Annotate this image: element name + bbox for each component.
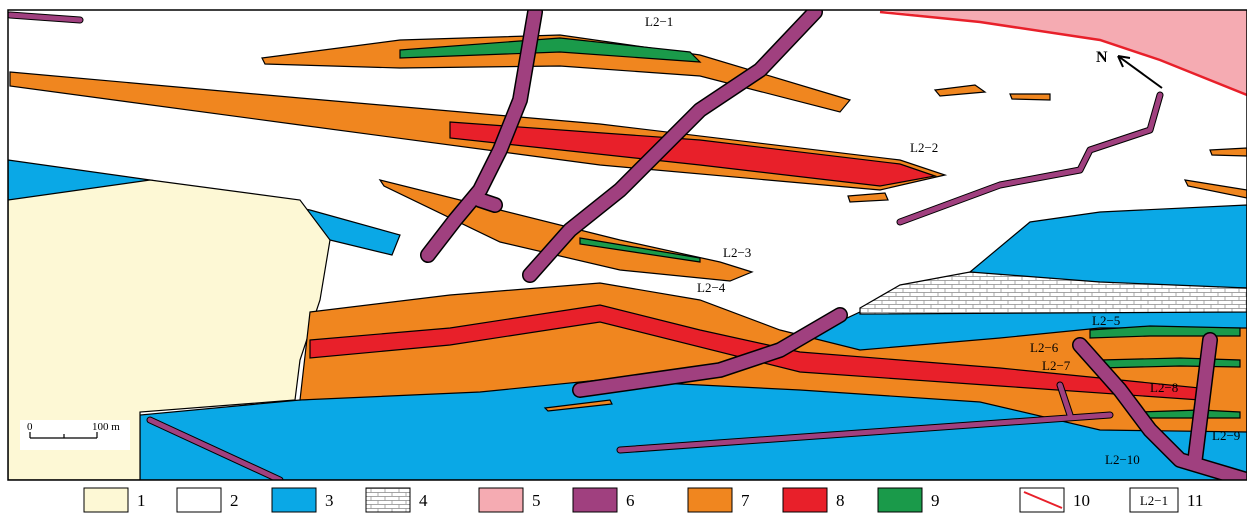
- green-unit: [1100, 358, 1240, 368]
- scale-label: 100 m: [92, 421, 120, 433]
- map-area: [8, 10, 1247, 480]
- ore-label: L2−1: [645, 14, 673, 29]
- legend-number: 4: [419, 491, 428, 510]
- legend-number: 7: [741, 491, 750, 510]
- legend-number: 9: [931, 491, 940, 510]
- legend-swatch: [783, 488, 827, 512]
- legend-number: 6: [626, 491, 635, 510]
- scale-label: 0: [27, 421, 33, 433]
- legend-sample: L2−1: [1140, 493, 1168, 508]
- green-unit: [1140, 410, 1240, 418]
- ore-label: L2−10: [1105, 452, 1140, 467]
- legend-swatch: [177, 488, 221, 512]
- orange-unit: [1010, 94, 1050, 100]
- legend-swatch: [878, 488, 922, 512]
- ore-label: L2−7: [1042, 358, 1071, 373]
- legend-number: 3: [325, 491, 334, 510]
- ore-label: L2−4: [697, 280, 726, 295]
- geological-map: L2−1 L2−2 L2−3 L2−4 L2−5 L2−6 L2−7 L2−8 …: [0, 0, 1247, 523]
- legend-swatch: [272, 488, 316, 512]
- legend-number: 10: [1073, 491, 1090, 510]
- orange-unit: [1210, 148, 1247, 156]
- ore-label: L2−8: [1150, 380, 1178, 395]
- ore-label: L2−3: [723, 245, 751, 260]
- legend-swatch: [688, 488, 732, 512]
- legend-number: 1: [137, 491, 146, 510]
- legend-number: 2: [230, 491, 239, 510]
- ore-label: L2−5: [1092, 313, 1120, 328]
- legend-swatch: [573, 488, 617, 512]
- legend-number: 11: [1187, 491, 1203, 510]
- legend-swatch: [479, 488, 523, 512]
- legend-swatch: [84, 488, 128, 512]
- ore-label: L2−9: [1212, 428, 1240, 443]
- legend-number: 8: [836, 491, 845, 510]
- legend-number: 5: [532, 491, 541, 510]
- ore-label: L2−2: [910, 140, 938, 155]
- ore-label: L2−6: [1030, 340, 1059, 355]
- legend-swatch: [366, 488, 410, 512]
- north-label: N: [1096, 49, 1108, 66]
